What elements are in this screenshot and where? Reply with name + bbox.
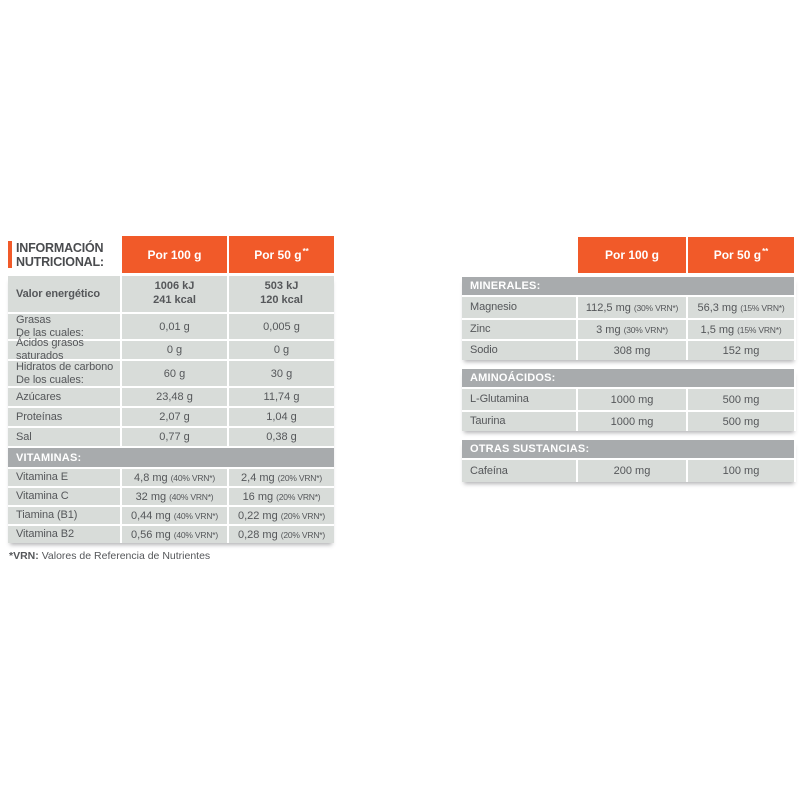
section-header-minerales: MINERALES: <box>462 277 794 295</box>
row-label-vitamina-e: Vitamina E <box>8 469 120 486</box>
row-label-taurina: Taurina <box>462 412 576 431</box>
title-line1: INFORMACIÓN <box>16 240 104 255</box>
vitamina-c-per50: 16 mg (20% VRN*) <box>229 488 334 505</box>
azucares-per50: 11,74 g <box>229 388 334 406</box>
valor-energetico-per50: 503 kJ 120 kcal <box>229 276 334 312</box>
zinc-per100: 3 mg (30% VRN*) <box>578 320 686 339</box>
row-label-valor-energetico: Valor energético <box>8 276 120 312</box>
row-label-zinc: Zinc <box>462 320 576 339</box>
left-table-header: INFORMACIÓN NUTRICIONAL: Por 100 g Por 5… <box>8 236 334 273</box>
tiamina-b1-per50: 0,22 mg (20% VRN*) <box>229 507 334 524</box>
row-label-hidratos: Hidratos de carbono De los cuales: <box>8 361 120 386</box>
section-minerales: MINERALES: Magnesio 112,5 mg (30% VRN*) … <box>462 277 796 360</box>
vitamina-c-per100: 32 mg (40% VRN*) <box>122 488 227 505</box>
column-header-per-50g: Por 50 g ** <box>229 236 334 273</box>
cafeina-per50: 100 mg <box>688 460 794 482</box>
vitamina-b2-per100: 0,56 mg (40% VRN*) <box>122 526 227 543</box>
row-label-vitamina-c: Vitamina C <box>8 488 120 505</box>
section-header-otras-sustancias: OTRAS SUSTANCIAS: <box>462 440 794 458</box>
taurina-per100: 1000 mg <box>578 412 686 431</box>
vitamina-e-per50: 2,4 mg (20% VRN*) <box>229 469 334 486</box>
grasas-per100: 0,01 g <box>122 314 227 339</box>
sal-per100: 0,77 g <box>122 428 227 446</box>
cafeina-per100: 200 mg <box>578 460 686 482</box>
row-label-grasas: Grasas De las cuales: <box>8 314 120 339</box>
row-label-azucares: Azúcares <box>8 388 120 406</box>
taurina-per50: 500 mg <box>688 412 794 431</box>
left-table-body: Valor energético 1006 kJ 241 kcal 503 kJ… <box>8 276 334 543</box>
nutrition-facts-table: INFORMACIÓN NUTRICIONAL: Por 100 g Por 5… <box>8 236 334 543</box>
magnesio-per50: 56,3 mg (15% VRN*) <box>688 297 794 318</box>
row-label-cafeina: Cafeína <box>462 460 576 482</box>
azucares-per100: 23,48 g <box>122 388 227 406</box>
section-otras-sustancias: OTRAS SUSTANCIAS: Cafeína 200 mg 100 mg <box>462 440 796 482</box>
right-table-header: Por 100 g Por 50 g ** <box>462 237 796 273</box>
title-accent-bar <box>8 241 12 268</box>
column-header-per-50g-right: Por 50 g ** <box>688 237 794 273</box>
row-label-l-glutamina: L-Glutamina <box>462 389 576 410</box>
title-line2: NUTRICIONAL: <box>16 254 104 269</box>
row-label-proteinas: Proteínas <box>8 408 120 426</box>
acidos-grasos-per100: 0 g <box>122 341 227 359</box>
grasas-per50: 0,005 g <box>229 314 334 339</box>
row-label-acidos-grasos: Ácidos grasos saturados <box>8 337 120 362</box>
row-label-vitamina-b2: Vitamina B2 <box>8 526 120 543</box>
proteinas-per50: 1,04 g <box>229 408 334 426</box>
section-header-vitaminas: VITAMINAS: <box>8 448 334 467</box>
vitamina-b2-per50: 0,28 mg (20% VRN*) <box>229 526 334 543</box>
nutrition-title-text: INFORMACIÓN NUTRICIONAL: <box>16 241 104 269</box>
sodio-per50: 152 mg <box>688 341 794 360</box>
acidos-grasos-per50: 0 g <box>229 341 334 359</box>
row-label-sal: Sal <box>8 428 120 446</box>
magnesio-per100: 112,5 mg (30% VRN*) <box>578 297 686 318</box>
sal-per50: 0,38 g <box>229 428 334 446</box>
l-glutamina-per50: 500 mg <box>688 389 794 410</box>
row-label-tiamina-b1: Tiamina (B1) <box>8 507 120 524</box>
header-spacer <box>462 237 576 273</box>
hidratos-per100: 60 g <box>122 361 227 386</box>
row-label-sodio: Sodio <box>462 341 576 360</box>
zinc-per50: 1,5 mg (15% VRN*) <box>688 320 794 339</box>
column-header-per-100g: Por 100 g <box>122 236 227 273</box>
vrn-footnote: *VRN: Valores de Referencia de Nutriente… <box>9 550 210 562</box>
vrn-footnote-abbrev: *VRN: <box>9 550 39 562</box>
proteinas-per100: 2,07 g <box>122 408 227 426</box>
column-header-per-100g-right: Por 100 g <box>578 237 686 273</box>
supplement-facts-table: Por 100 g Por 50 g ** MINERALES: Magnesio… <box>462 237 796 482</box>
tiamina-b1-per100: 0,44 mg (40% VRN*) <box>122 507 227 524</box>
nutrition-title: INFORMACIÓN NUTRICIONAL: <box>8 236 120 273</box>
hidratos-per50: 30 g <box>229 361 334 386</box>
valor-energetico-per100: 1006 kJ 241 kcal <box>122 276 227 312</box>
section-aminoacidos: AMINOÁCIDOS: L-Glutamina 1000 mg 500 mg … <box>462 369 796 431</box>
row-label-magnesio: Magnesio <box>462 297 576 318</box>
sodio-per100: 308 mg <box>578 341 686 360</box>
vitamina-e-per100: 4,8 mg (40% VRN*) <box>122 469 227 486</box>
l-glutamina-per100: 1000 mg <box>578 389 686 410</box>
section-header-aminoacidos: AMINOÁCIDOS: <box>462 369 794 387</box>
vrn-footnote-text: Valores de Referencia de Nutrientes <box>41 550 211 562</box>
